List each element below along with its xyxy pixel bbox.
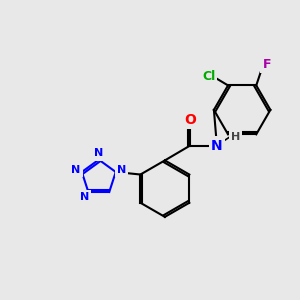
Text: N: N (94, 148, 104, 158)
Text: N: N (211, 139, 223, 152)
Text: H: H (231, 132, 240, 142)
Text: N: N (80, 192, 89, 202)
Text: N: N (71, 165, 80, 175)
Text: F: F (262, 58, 271, 71)
Text: Cl: Cl (202, 70, 215, 83)
Text: O: O (184, 113, 196, 127)
Text: N: N (117, 165, 126, 175)
